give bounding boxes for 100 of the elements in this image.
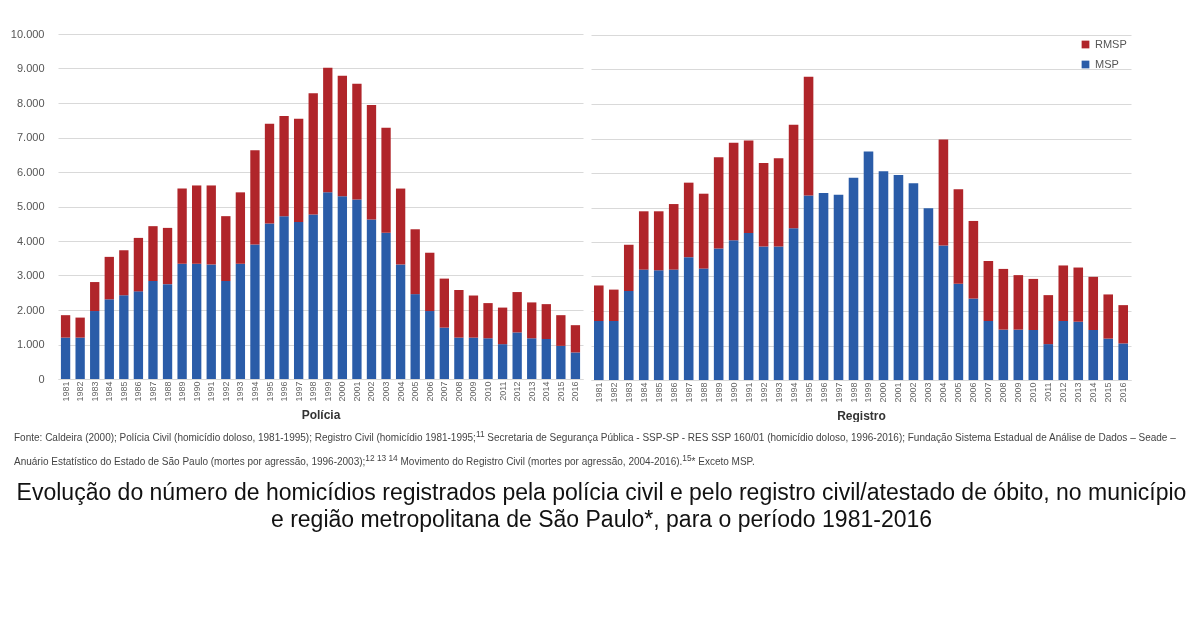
- x-tick-label: 1983: [623, 382, 634, 403]
- bar: [75, 337, 85, 379]
- bar: [483, 303, 493, 339]
- x-tick-label: 1987: [147, 381, 158, 402]
- bar: [608, 321, 619, 380]
- bar: [352, 83, 362, 200]
- bar: [439, 327, 449, 379]
- bar: [541, 338, 551, 379]
- bar: [1013, 275, 1024, 330]
- x-tick-label: 2008: [998, 382, 1009, 403]
- bar: [556, 315, 566, 346]
- x-tick-label: 1989: [177, 381, 188, 402]
- bar: [698, 193, 709, 269]
- bar: [119, 250, 129, 296]
- y-tick-label: 0: [38, 372, 45, 385]
- y-tick-label: 2.000: [16, 303, 45, 316]
- bar: [60, 315, 71, 338]
- bar: [908, 183, 919, 380]
- x-tick-label: 2003: [923, 382, 934, 403]
- bar: [623, 244, 634, 291]
- x-tick-label: 1993: [773, 382, 784, 403]
- bar: [983, 321, 994, 380]
- x-tick-label: 1988: [162, 381, 173, 402]
- bar: [1088, 276, 1099, 330]
- x-tick-label: 2000: [337, 381, 348, 402]
- bar: [366, 105, 377, 220]
- x-tick-label: 2016: [1118, 382, 1129, 403]
- x-tick-label: 2004: [938, 382, 949, 403]
- bar: [938, 245, 949, 380]
- x-tick-label: 1985: [118, 381, 129, 402]
- x-tick-label: 2011: [1043, 382, 1054, 402]
- bar: [75, 317, 85, 338]
- bar: [395, 264, 406, 379]
- x-tick-label: 1986: [668, 382, 679, 403]
- bar: [818, 193, 829, 380]
- x-tick-label: 1991: [206, 381, 217, 402]
- bar: [192, 185, 202, 264]
- bar: [279, 116, 289, 217]
- x-tick-label: 1992: [758, 382, 769, 403]
- x-tick-label: 2007: [439, 381, 450, 402]
- bar: [221, 216, 231, 282]
- bar: [623, 290, 634, 380]
- bar: [1043, 344, 1054, 380]
- bar: [983, 260, 994, 322]
- x-tick-label: 1990: [728, 382, 739, 403]
- x-tick-label: 2009: [1013, 382, 1024, 403]
- bar: [250, 244, 260, 379]
- x-tick-label: 2000: [878, 382, 889, 403]
- bar: [556, 345, 566, 379]
- bar: [833, 194, 844, 380]
- bar: [998, 268, 1009, 330]
- legend-label: MSP: [1095, 57, 1119, 70]
- bar: [148, 281, 158, 379]
- bar: [264, 223, 275, 379]
- bar: [968, 298, 979, 380]
- x-tick-label: 1981: [60, 381, 71, 402]
- bar: [728, 142, 739, 241]
- bar: [366, 219, 377, 379]
- bar: [177, 263, 187, 379]
- bar: [293, 118, 304, 223]
- x-tick-label: 2014: [541, 381, 552, 402]
- bar: [653, 270, 664, 380]
- bar: [279, 216, 289, 379]
- bar: [1103, 294, 1114, 339]
- bar: [773, 158, 784, 247]
- bar: [148, 226, 158, 282]
- x-tick-label: 2005: [410, 381, 421, 402]
- bar: [594, 285, 604, 322]
- x-tick-label: 1986: [133, 381, 144, 402]
- bar: [728, 240, 739, 380]
- x-tick-label: 1983: [89, 381, 100, 402]
- bar: [1073, 267, 1084, 322]
- bar: [788, 124, 799, 229]
- x-tick-label: 1989: [713, 382, 724, 403]
- x-tick-label: 1997: [833, 382, 844, 403]
- x-tick-label: 1992: [220, 381, 231, 402]
- bar: [1028, 278, 1039, 330]
- x-tick-label: 2013: [526, 381, 537, 402]
- x-tick-label: 2002: [366, 381, 377, 402]
- bar: [698, 268, 709, 380]
- x-tick-label: 2012: [512, 381, 523, 402]
- x-tick-label: 2015: [1103, 382, 1114, 403]
- bar: [1058, 265, 1069, 322]
- x-tick-label: 2009: [468, 381, 479, 402]
- x-tick-label: 2013: [1073, 382, 1084, 403]
- bar: [221, 281, 231, 379]
- bar: [410, 229, 420, 295]
- bar: [758, 246, 769, 380]
- x-tick-label: 1990: [191, 381, 202, 402]
- x-tick-label: 2012: [1058, 382, 1069, 403]
- bar: [250, 150, 260, 245]
- y-tick-label: 6.000: [16, 165, 45, 178]
- bar: [264, 123, 275, 224]
- bar: [60, 337, 71, 379]
- bar: [713, 248, 724, 380]
- bar: [162, 227, 173, 285]
- bar: [177, 188, 187, 264]
- bar: [206, 264, 216, 379]
- bar: [527, 302, 537, 339]
- text: Evolução do número de homicídios registrados pela polícia civil e pelo registro civil/atestado de óbito, no município e região metropolitana de São Paulo*, para o período 1981-2016: [15, 477, 1188, 533]
